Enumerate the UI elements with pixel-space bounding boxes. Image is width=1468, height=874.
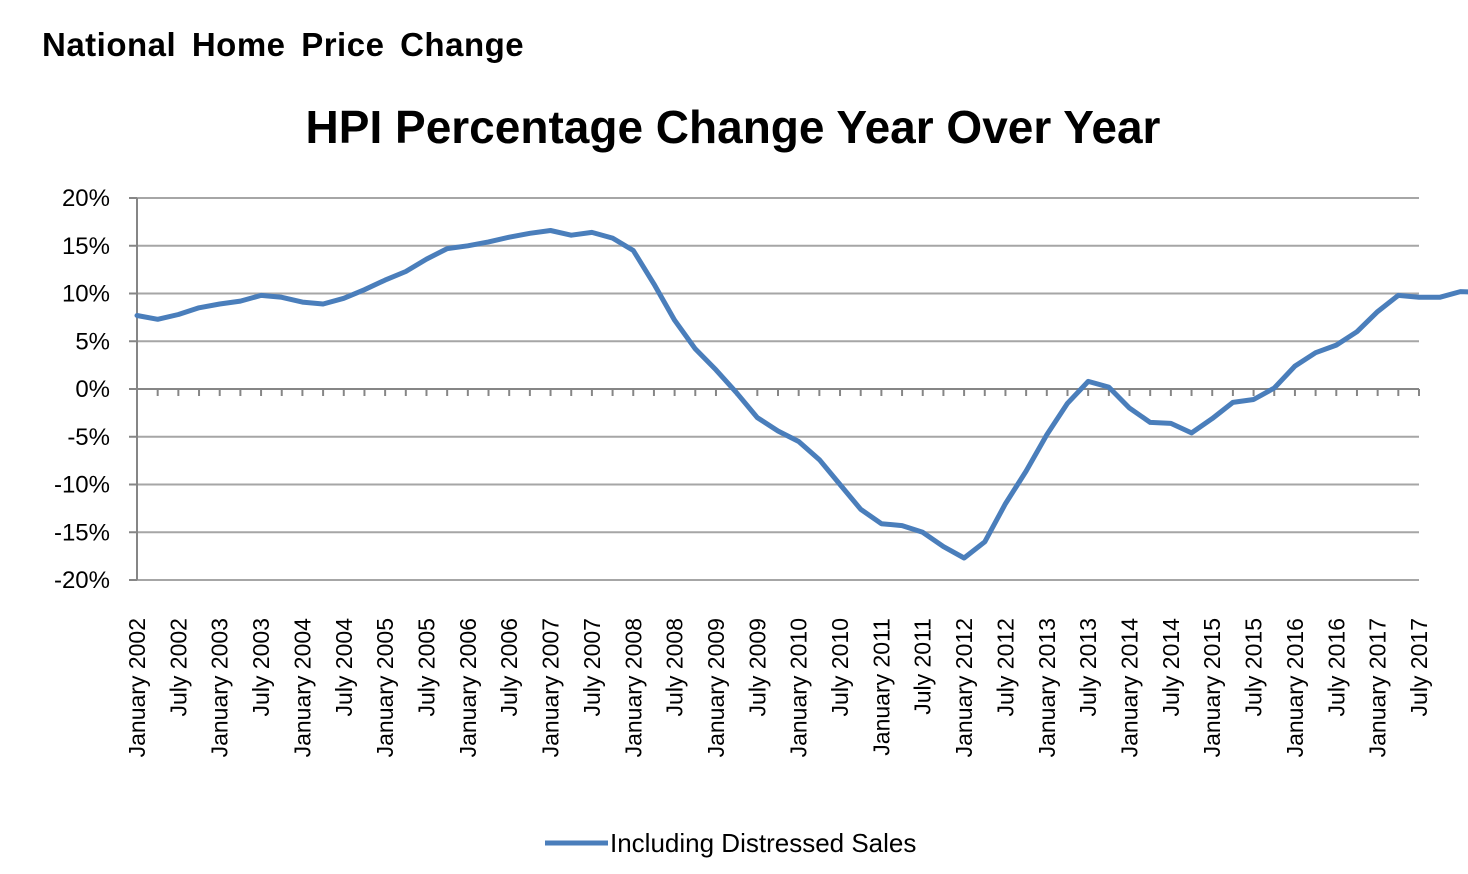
x-tick-label: January 2003	[207, 618, 233, 757]
x-tick-label: July 2013	[1075, 618, 1101, 716]
x-tick-label: January 2007	[538, 618, 564, 757]
x-tick-label: July 2009	[744, 618, 770, 716]
y-tick-label: 10%	[62, 281, 110, 308]
x-tick-label: July 2006	[496, 618, 522, 716]
series-group	[134, 228, 1468, 561]
x-tick-label: January 2010	[786, 618, 812, 757]
y-tick-label: -15%	[54, 519, 110, 546]
x-tick-label: July 2007	[579, 618, 605, 716]
x-tick-label: January 2016	[1282, 618, 1308, 757]
x-tick-label: January 2006	[455, 618, 481, 757]
x-tick-label: January 2013	[1034, 618, 1060, 757]
x-tick-label: July 2002	[165, 618, 191, 716]
legend-label: Including Distressed Sales	[610, 828, 916, 858]
y-tick-label: 5%	[75, 328, 110, 355]
x-tick-label: January 2009	[703, 618, 729, 757]
legend: Including Distressed Sales	[545, 828, 916, 858]
x-tick-label: July 2010	[827, 618, 853, 716]
x-tick-label: July 2017	[1406, 618, 1432, 716]
x-tick-label: July 2016	[1323, 618, 1349, 716]
x-tick-label: January 2002	[124, 618, 150, 757]
x-axis: January 2002 July 2002 January 2003 July 20…	[124, 388, 1432, 758]
series-line-including-distressed-sales	[134, 228, 1468, 561]
y-tick-label: -5%	[67, 424, 110, 451]
x-tick-label: July 2011	[910, 618, 936, 715]
x-tick-label: July 2014	[1158, 618, 1184, 717]
x-tick-label: January 2008	[620, 618, 646, 757]
page-heading: National Home Price Change	[42, 26, 525, 63]
x-tick-label: July 2003	[248, 618, 274, 716]
x-tick-label: July 2005	[413, 618, 439, 716]
x-tick-label: January 2012	[951, 618, 977, 757]
y-tick-label: -20%	[54, 567, 110, 594]
y-tick-label: 15%	[62, 233, 110, 260]
x-tick-label: July 2015	[1241, 618, 1267, 716]
chart-title: HPI Percentage Change Year Over Year	[306, 101, 1161, 153]
x-tick-label: January 2011	[868, 618, 894, 756]
x-tick-label: July 2012	[992, 618, 1018, 716]
y-tick-label: 0%	[75, 376, 110, 403]
x-tick-label: July 2004	[331, 618, 357, 717]
x-tick-label: January 2004	[289, 618, 315, 758]
x-tick-label: January 2017	[1365, 618, 1391, 757]
y-axis: 20% 15% 10% 5% 0% -5% -10% -15% -20%	[54, 185, 138, 594]
x-tick-label: January 2015	[1199, 618, 1225, 757]
x-tick-label: January 2014	[1117, 618, 1143, 758]
y-tick-label: -10%	[54, 472, 110, 499]
x-tick-label: July 2008	[662, 618, 688, 716]
y-tick-label: 20%	[62, 185, 110, 212]
x-tick-label: January 2005	[372, 618, 398, 757]
